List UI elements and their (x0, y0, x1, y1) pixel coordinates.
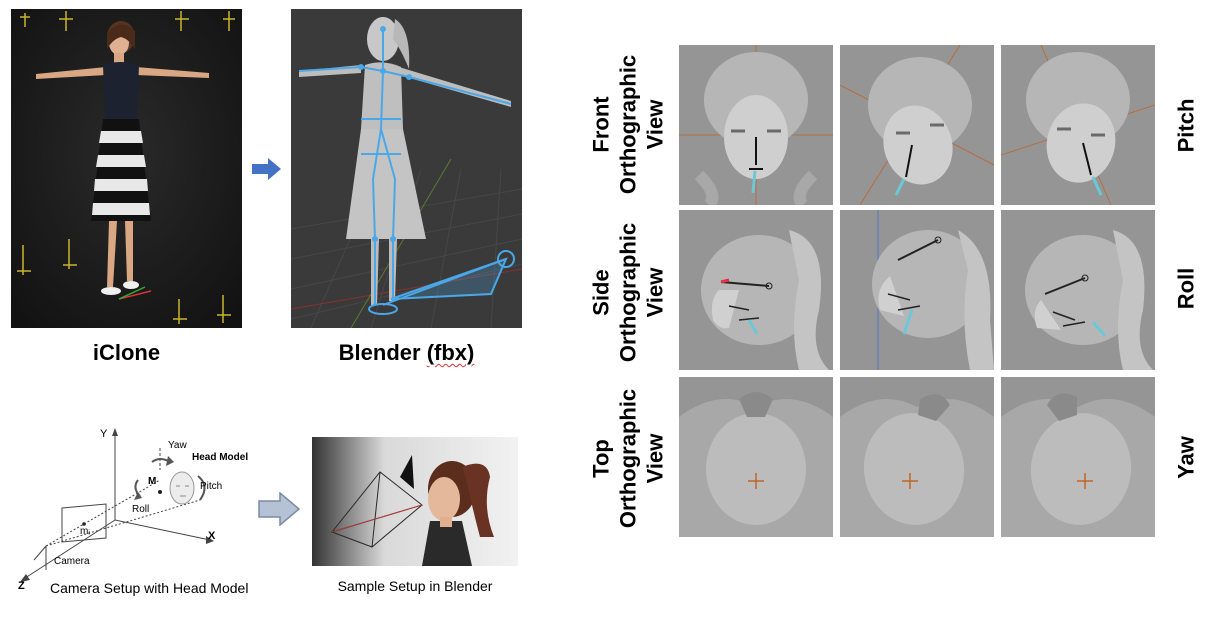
side-view-roll-2 (840, 210, 994, 370)
blender-sample-setup-image (312, 437, 518, 566)
camera-setup-figure (20, 428, 214, 582)
mi-label: mᵢ (80, 526, 90, 537)
blender-sample-caption: Sample Setup in Blender (337, 578, 493, 594)
camera-setup-diagram: Y X Z Yaw Head Model Pitch Roll M mᵢ Cam… (10, 420, 280, 610)
side-view-roll-1 (679, 210, 833, 370)
yaw-label: Yaw (168, 440, 187, 451)
top-view-yaw-1 (679, 377, 833, 537)
iclone-character-image (11, 9, 242, 328)
m-label: M (148, 476, 157, 487)
front-view-pitch-1 (679, 45, 833, 205)
roll-label: Roll (132, 504, 150, 515)
rotation-label-pitch: Pitch (1173, 98, 1199, 153)
front-view-pitch-3 (1001, 45, 1155, 205)
axis-z-label: Z (18, 580, 25, 592)
row-label-top: Top Orthographic View (588, 388, 668, 529)
blender-fbx-render (291, 9, 522, 328)
axis-y-label: Y (100, 428, 108, 440)
head-model-label: Head Model (192, 452, 249, 463)
pitch-label: Pitch (200, 481, 223, 492)
axis-x-label: X (208, 530, 216, 542)
iclone-caption: iClone (92, 340, 161, 365)
front-view-pitch-2 (840, 45, 994, 205)
iclone-render (11, 9, 242, 328)
row-label-front: Front Orthographic View (588, 54, 668, 195)
rotation-label-yaw: Yaw (1173, 436, 1199, 479)
top-view-yaw-3 (1001, 377, 1155, 537)
blender-fbx-caption: Blender (fbx) (291, 340, 522, 366)
camera-setup-caption: Camera Setup with Head Model (50, 580, 249, 596)
side-view-roll-3 (1001, 210, 1155, 370)
top-view-yaw-2 (840, 377, 994, 537)
camera-label: Camera (54, 556, 90, 567)
blender-caption-suffix: (fbx) (426, 340, 475, 365)
right-arrow-icon (252, 158, 281, 180)
row-label-side: Side Orthographic View (588, 222, 668, 363)
blender-sample-figure (312, 437, 518, 566)
process-arrow-icon (258, 492, 300, 526)
blender-caption-prefix: Blender (338, 340, 427, 365)
blender-rig-image (291, 9, 522, 328)
rotation-label-roll: Roll (1173, 267, 1199, 310)
